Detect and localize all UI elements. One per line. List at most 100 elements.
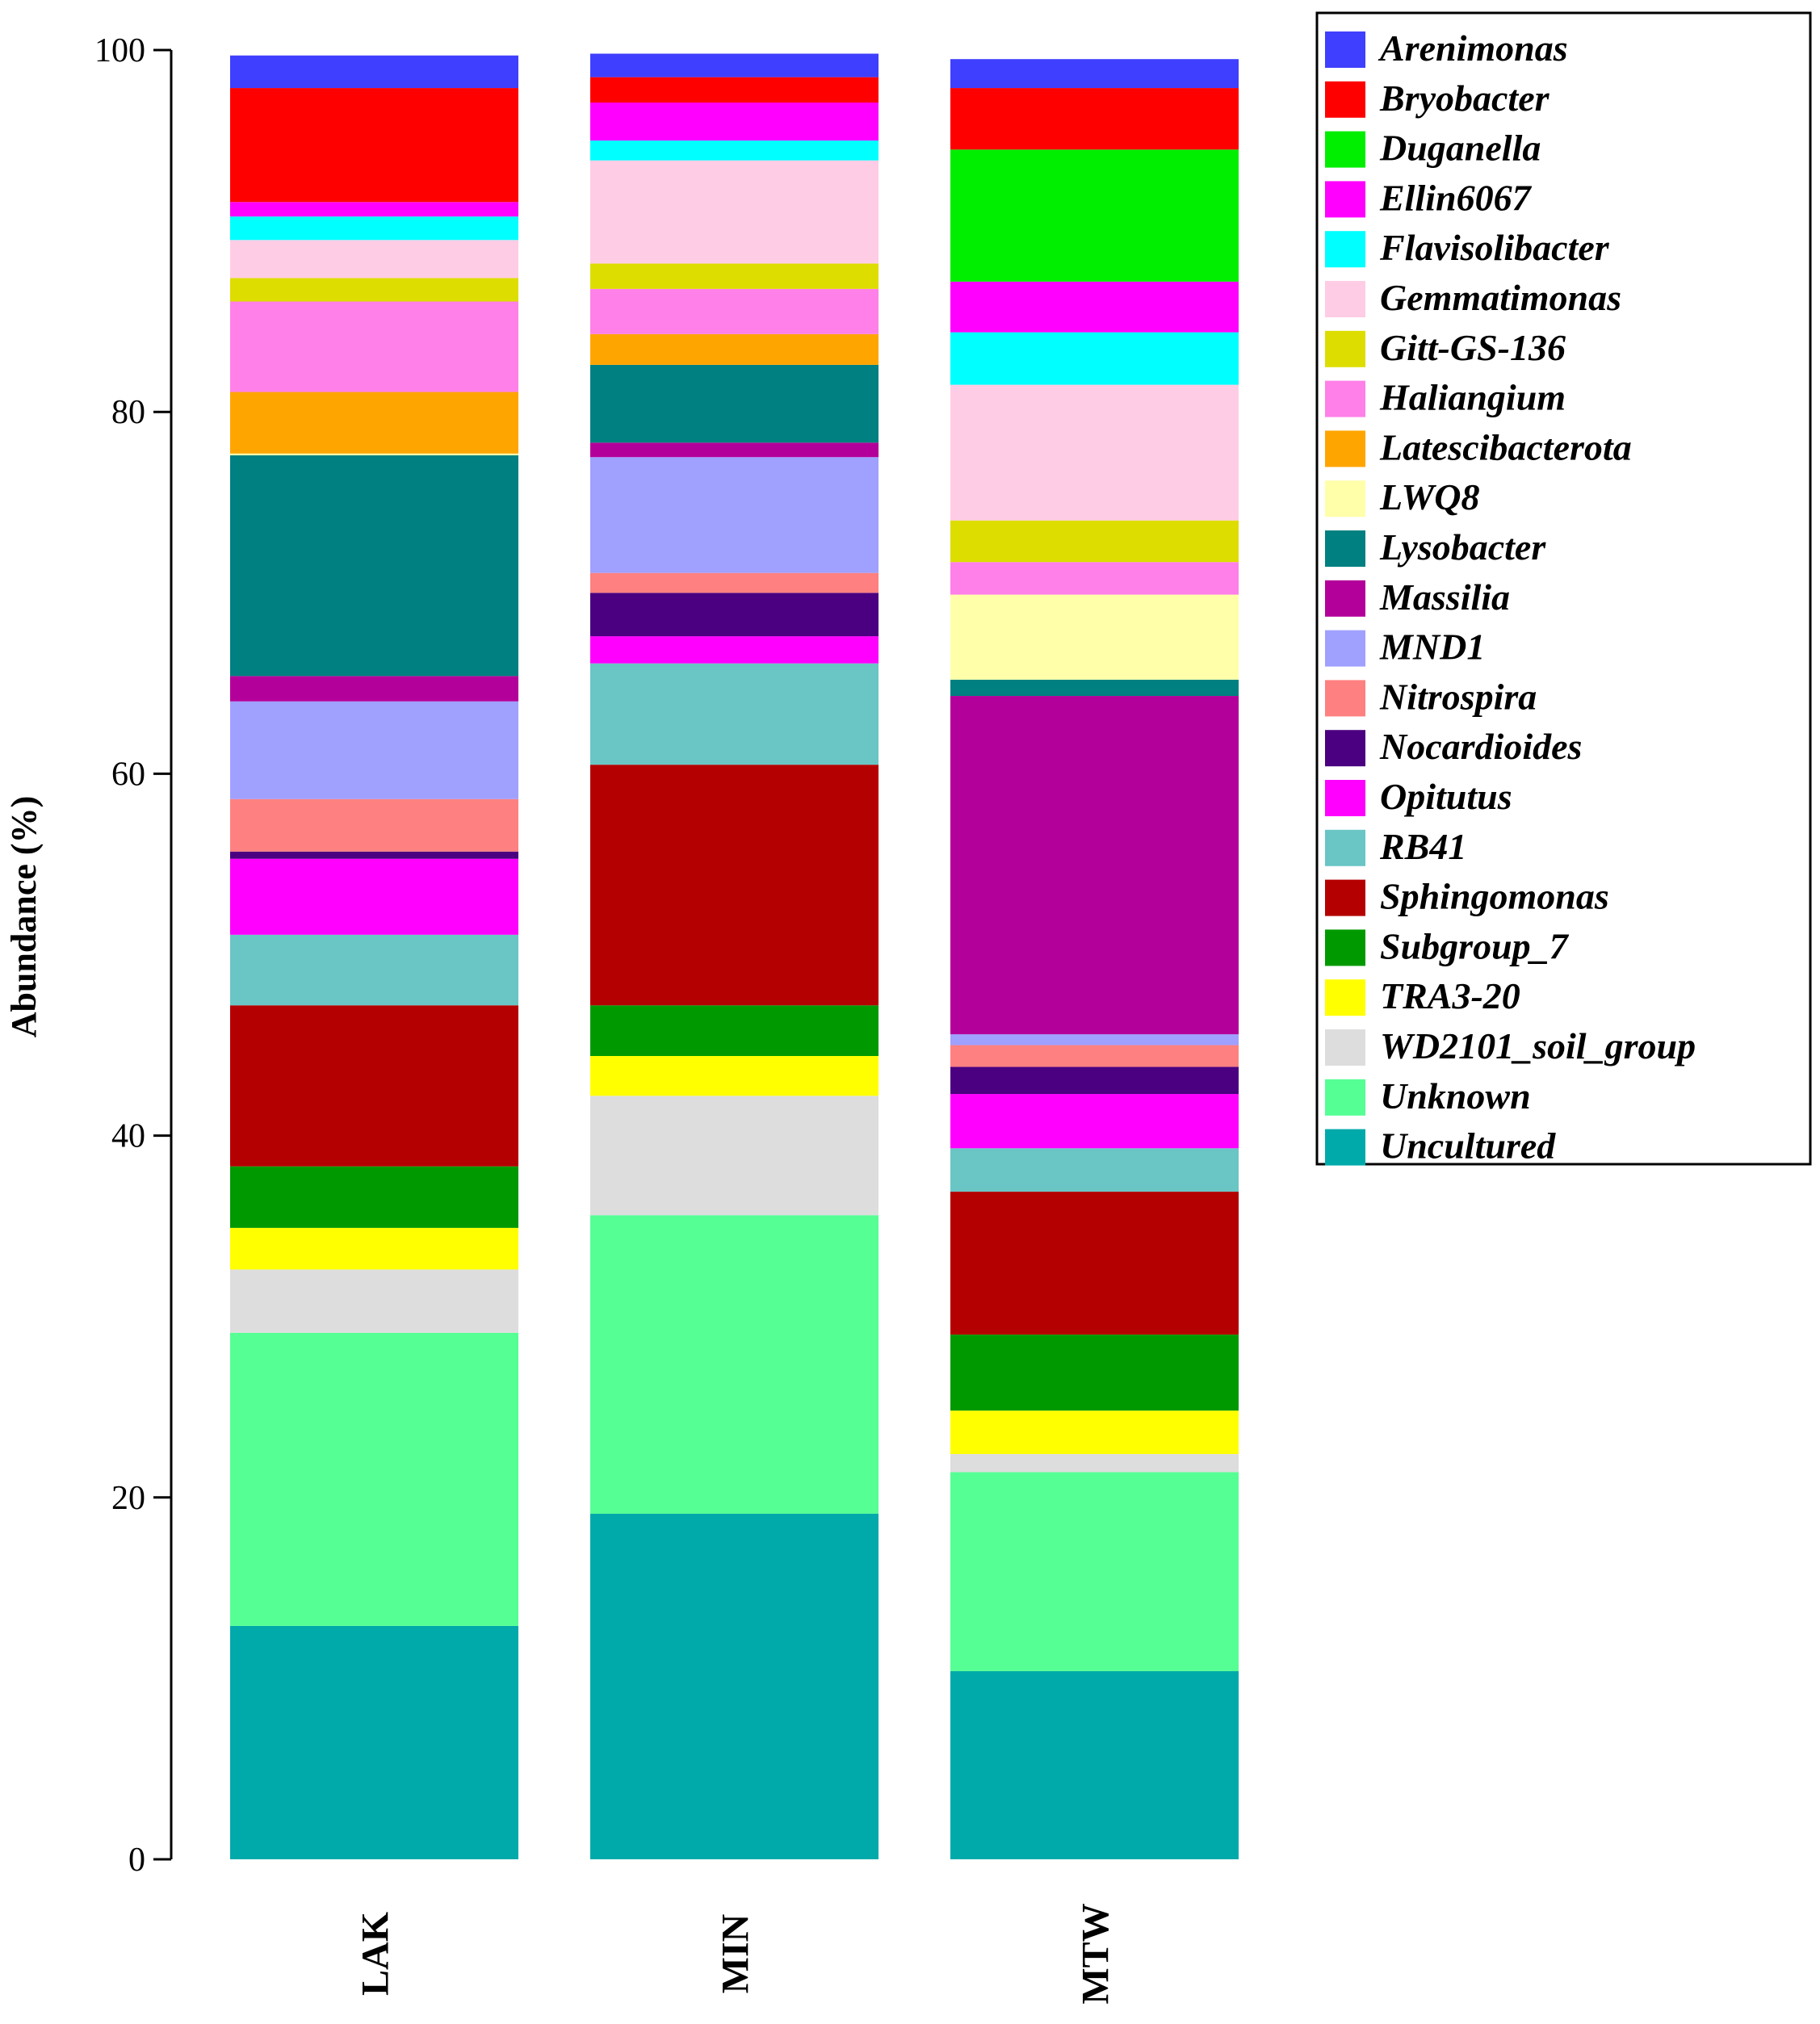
legend-swatch-lysobacter (1325, 530, 1365, 567)
bar-mtw-massilia (950, 696, 1239, 1035)
y-tick-label-0: 0 (128, 1842, 145, 1879)
bar-min-nitrospira (590, 572, 879, 593)
bar-mtw-nocardioides (950, 1066, 1239, 1095)
legend-label-haliangium: Haliangium (1379, 377, 1566, 418)
bar-stack-mtw (950, 59, 1239, 1859)
legend-swatch-gitt-gs-136 (1325, 330, 1365, 367)
legend-item-arenimonas: Arenimonas (1325, 27, 1568, 69)
bar-mtw-gemmatimonas (950, 384, 1239, 521)
legend-item-massilia: Massilia (1325, 576, 1510, 618)
bar-min-arenimonas (590, 53, 879, 78)
legend-swatch-subgroup-7 (1325, 929, 1365, 966)
legend-swatch-sphingomonas (1325, 879, 1365, 916)
legend-item-uncultured: Uncultured (1325, 1125, 1556, 1167)
bar-mtw-flavisolibacter (950, 332, 1239, 385)
bar-mtw-subgroup-7 (950, 1335, 1239, 1411)
bar-mtw-ellin6067 (950, 281, 1239, 333)
bar-stack-lak (230, 55, 518, 1859)
legend-item-unknown: Unknown (1325, 1075, 1531, 1117)
bar-mtw-opitutus (950, 1094, 1239, 1149)
legend-swatch-lwq8 (1325, 480, 1365, 518)
legend-swatch-wd2101-soil-group (1325, 1029, 1365, 1066)
bar-mtw-rb41 (950, 1148, 1239, 1192)
legend-item-gemmatimonas: Gemmatimonas (1325, 277, 1621, 318)
bar-min-sphingomonas (590, 765, 879, 1006)
legend-swatch-gemmatimonas (1325, 281, 1365, 317)
legend-label-opitutus: Opitutus (1380, 776, 1512, 817)
bar-lak-uncultured (230, 1625, 518, 1859)
bar-lak-nocardioides (230, 851, 518, 859)
bar-mtw-bryobacter (950, 88, 1239, 150)
legend-item-rb41: RB41 (1325, 826, 1466, 867)
legend-swatch-nitrospira (1325, 680, 1365, 717)
legend-label-ellin6067: Ellin6067 (1379, 177, 1533, 218)
bar-mtw-nitrospira (950, 1045, 1239, 1067)
bar-min-massilia (590, 442, 879, 458)
bar-mtw-tra3-20 (950, 1410, 1239, 1455)
y-axis-title: Abundance (%) (4, 796, 44, 1038)
bar-lak-latescibacterota (230, 392, 518, 454)
bar-min-opitutus (590, 636, 879, 664)
legend-label-bryobacter: Bryobacter (1379, 78, 1550, 119)
bar-lak-lysobacter (230, 455, 518, 677)
bar-min-gemmatimonas (590, 160, 879, 264)
bar-min-unknown (590, 1215, 879, 1514)
bar-lak-subgroup-7 (230, 1166, 518, 1228)
bar-stack-min (590, 53, 879, 1859)
bars-group (230, 53, 1239, 1859)
bar-mtw-mnd1 (950, 1034, 1239, 1046)
y-tick-label-100: 100 (94, 32, 145, 69)
legend-item-nitrospira: Nitrospira (1325, 676, 1537, 717)
legend-label-flavisolibacter: Flavisolibacter (1379, 227, 1610, 268)
legend-swatch-ellin6067 (1325, 181, 1365, 218)
legend-item-subgroup-7: Subgroup_7 (1325, 925, 1570, 966)
bar-min-flavisolibacter (590, 140, 879, 161)
legend-swatch-mnd1 (1325, 630, 1365, 667)
legend-swatch-haliangium (1325, 380, 1365, 417)
legend-label-duganella: Duganella (1379, 128, 1541, 169)
legend-label-lysobacter: Lysobacter (1379, 526, 1546, 568)
bar-lak-tra3-20 (230, 1227, 518, 1270)
bar-lak-mnd1 (230, 701, 518, 799)
legend-label-wd2101-soil-group: WD2101_soil_group (1380, 1025, 1696, 1066)
legend-swatch-opitutus (1325, 780, 1365, 816)
legend-item-tra3-20: TRA3-20 (1325, 975, 1520, 1016)
bar-lak-arenimonas (230, 55, 518, 89)
legend-swatch-duganella (1325, 131, 1365, 168)
legend-item-sphingomonas: Sphingomonas (1325, 876, 1609, 917)
legend-item-nocardioides: Nocardioides (1325, 726, 1582, 767)
bar-lak-opitutus (230, 858, 518, 935)
bar-lak-gemmatimonas (230, 240, 518, 279)
bar-min-lysobacter (590, 364, 879, 443)
bar-mtw-uncultured (950, 1670, 1239, 1859)
bar-lak-bryobacter (230, 88, 518, 203)
legend-label-tra3-20: TRA3-20 (1380, 975, 1520, 1016)
legend-item-lysobacter: Lysobacter (1325, 526, 1546, 568)
legend-item-ellin6067: Ellin6067 (1325, 177, 1533, 218)
bar-min-gitt-gs-136 (590, 263, 879, 289)
legend-label-nocardioides: Nocardioides (1379, 726, 1582, 767)
bar-lak-sphingomonas (230, 1005, 518, 1167)
legend-swatch-flavisolibacter (1325, 231, 1365, 268)
bar-min-ellin6067 (590, 102, 879, 141)
legend-item-opitutus: Opitutus (1325, 776, 1512, 817)
legend-item-flavisolibacter: Flavisolibacter (1325, 227, 1610, 268)
legend-label-nitrospira: Nitrospira (1379, 676, 1537, 717)
legend-label-uncultured: Uncultured (1380, 1125, 1556, 1167)
legend-label-lwq8: LWQ8 (1379, 476, 1480, 518)
x-label-min: MIN (715, 1913, 757, 1993)
legend-label-subgroup-7: Subgroup_7 (1380, 925, 1570, 966)
legend: Arenimonas Bryobacter Duganella Ellin6067 Fl… (1315, 11, 1812, 1167)
x-label-mtw: MTW (1075, 1903, 1118, 2004)
bar-min-wd2101-soil-group (590, 1096, 879, 1216)
legend-item-haliangium: Haliangium (1325, 377, 1566, 418)
x-axis-labels: LAK MIN MTW (354, 1903, 1118, 2004)
x-label-lak: LAK (354, 1912, 397, 1996)
legend-swatch-nocardioides (1325, 730, 1365, 767)
bar-min-haliangium (590, 288, 879, 334)
legend-label-unknown: Unknown (1380, 1075, 1531, 1117)
bar-mtw-duganella (950, 149, 1239, 282)
y-tick-label-20: 20 (111, 1480, 145, 1517)
legend-item-mnd1: MND1 (1325, 626, 1485, 668)
